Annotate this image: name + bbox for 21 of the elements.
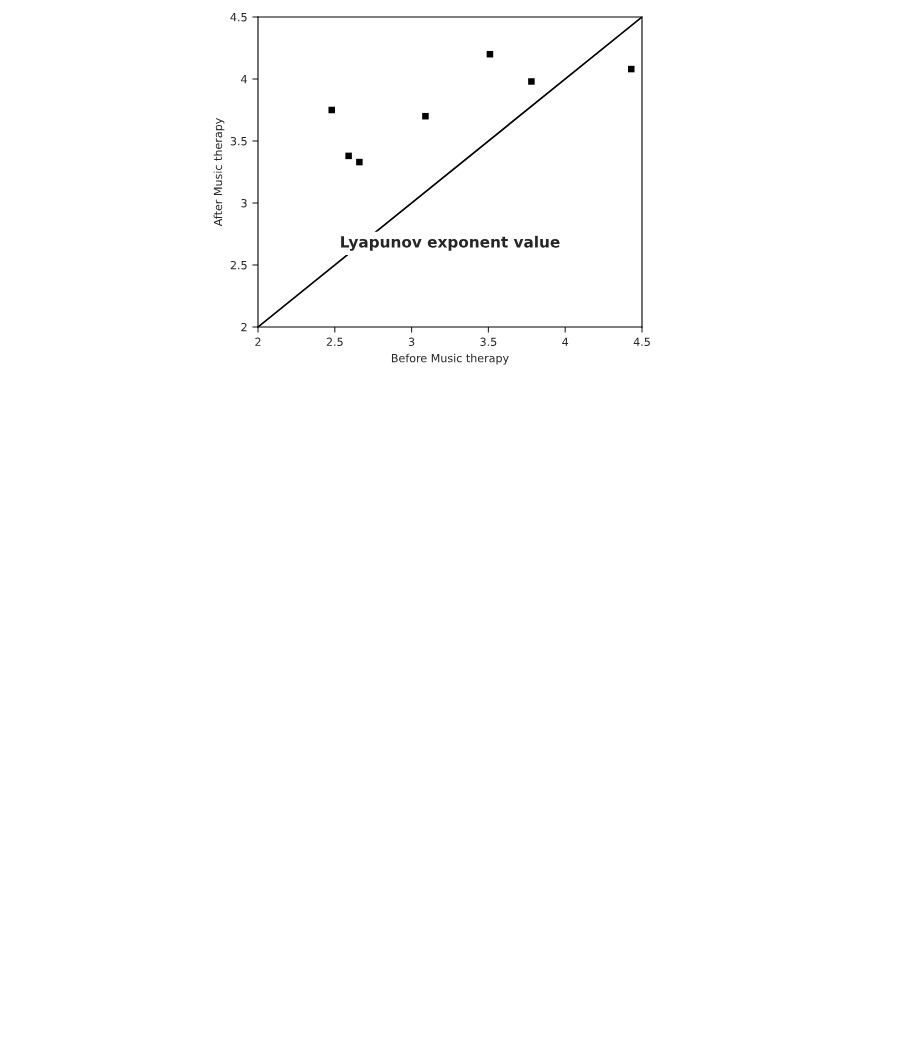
point (528, 78, 535, 85)
x-tick-label: 3.5 (480, 337, 497, 347)
point (356, 158, 363, 166)
y-axis-title: After Music therapy (213, 118, 225, 227)
x-tick-label: 2 (255, 337, 261, 346)
x-tick-label: 4 (562, 337, 569, 346)
point (422, 112, 429, 120)
y-tick-label: 3.5 (230, 136, 247, 146)
point (627, 65, 635, 73)
y-tick-label: 4 (241, 75, 247, 84)
x-tick-label: 2.5 (326, 337, 343, 347)
y-tick-label: 3 (241, 198, 247, 208)
point (345, 152, 352, 160)
y-tick-label: 2 (241, 322, 247, 332)
y-tick-label: 2.5 (230, 260, 247, 270)
x-tick-label: 4.5 (633, 337, 650, 347)
y-tick-label: 4.5 (230, 13, 247, 22)
annotation: Lyapunov exponent value (341, 235, 560, 251)
point (328, 106, 335, 114)
x-axis-title: Before Music therapy (391, 353, 509, 365)
x-tick-label: 3 (408, 337, 415, 347)
